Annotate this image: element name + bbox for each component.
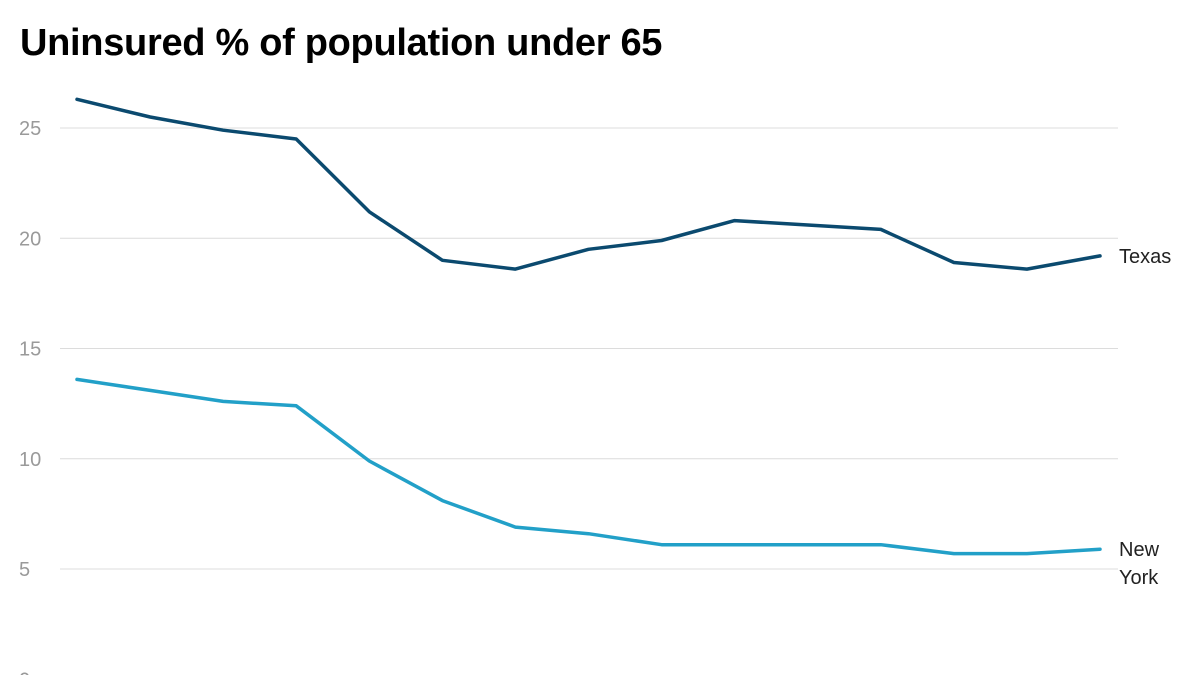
series-labels: Texas New York [1119,246,1171,589]
data-point-new-york-12 [952,552,956,556]
data-point-texas-14 [1098,254,1102,258]
data-point-texas-10 [806,223,810,227]
data-point-new-york-0 [75,377,79,381]
data-point-texas-3 [294,137,298,141]
y-tick-label-10: 10 [19,449,41,471]
data-point-new-york-11 [879,543,883,547]
data-point-new-york-6 [513,525,517,529]
data-point-new-york-3 [294,404,298,408]
data-point-texas-7 [587,247,591,251]
data-point-new-york-14 [1098,547,1102,551]
y-tick-label-25: 25 [19,118,41,140]
data-point-new-york-1 [148,388,152,392]
data-point-texas-4 [367,210,371,214]
y-axis-ticks: 0 5 10 15 20 25 [19,118,41,675]
gridlines [60,127,1118,570]
data-point-texas-1 [148,115,152,119]
data-point-texas-0 [75,97,79,101]
series-label-texas: Texas [1119,246,1171,268]
data-point-texas-6 [513,267,517,271]
data-point-texas-9 [733,219,737,223]
data-point-new-york-8 [660,543,664,547]
chart-title: Uninsured % of population under 65 [20,22,663,64]
data-point-texas-2 [221,128,225,132]
y-tick-label-15: 15 [19,339,41,361]
series-line-new-york [75,377,1102,556]
data-point-texas-11 [879,227,883,231]
series-label-new-york: New York [1119,539,1160,589]
data-point-new-york-13 [1025,552,1029,556]
data-point-new-york-7 [587,532,591,536]
data-point-texas-13 [1025,267,1029,271]
data-point-new-york-9 [733,543,737,547]
data-point-texas-12 [952,261,956,265]
data-point-new-york-10 [806,543,810,547]
y-tick-label-5: 5 [19,559,30,581]
data-point-texas-5 [440,258,444,262]
y-tick-label-20: 20 [19,228,41,250]
data-point-texas-8 [660,239,664,243]
data-point-new-york-2 [221,399,225,403]
y-tick-label-0: 0 [19,669,30,675]
data-point-new-york-5 [440,499,444,503]
series-line-texas [75,97,1102,271]
data-point-new-york-4 [367,459,371,463]
series-lines [75,97,1102,556]
